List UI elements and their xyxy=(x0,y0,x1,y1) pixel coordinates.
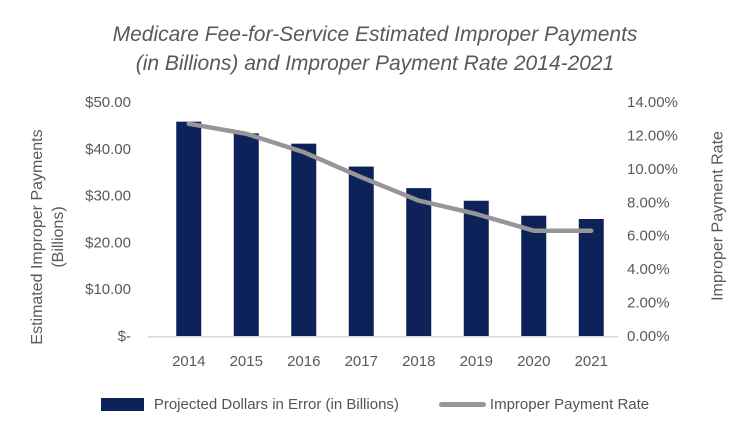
legend-item-rate: Improper Payment Rate xyxy=(438,395,650,413)
bar-2016 xyxy=(291,143,317,336)
left-axis-tick: $10.00 xyxy=(85,281,131,298)
legend-item-bars: Projected Dollars in Error (in Billions) xyxy=(100,395,439,413)
bar-2017 xyxy=(348,166,374,336)
x-axis-label: 2019 xyxy=(460,353,493,370)
x-axis-label: 2015 xyxy=(230,353,263,370)
left-axis-tick: $40.00 xyxy=(85,141,131,158)
left-axis-tick: $50.00 xyxy=(85,94,131,111)
right-axis-tick: 14.00% xyxy=(627,94,678,111)
right-axis-tick: 6.00% xyxy=(627,228,670,245)
x-axis-label: 2020 xyxy=(517,353,550,370)
bar-2015 xyxy=(233,133,259,336)
bar-2014 xyxy=(176,121,202,336)
left-axis-tick: $20.00 xyxy=(85,234,131,251)
x-axis-label: 2017 xyxy=(345,353,378,370)
x-axis-label: 2016 xyxy=(287,353,320,370)
chart-title-line2: (in Billions) and Improper Payment Rate … xyxy=(135,52,615,75)
left-axis-tick: $30.00 xyxy=(85,188,131,205)
x-axis-label: 2014 xyxy=(172,353,205,370)
right-axis-tick: 10.00% xyxy=(627,161,678,178)
right-axis-tick: 4.00% xyxy=(627,261,670,278)
rate-line xyxy=(186,121,594,233)
right-axis-tick: 0.00% xyxy=(627,328,670,345)
x-axis-label: 2021 xyxy=(575,353,608,370)
bar-2019 xyxy=(463,200,489,336)
legend: Projected Dollars in Error (in Billions)… xyxy=(0,391,750,417)
chart-title-line1: Medicare Fee-for-Service Estimated Impro… xyxy=(112,23,638,46)
legend-bar-swatch-icon xyxy=(100,397,144,411)
legend-bar-label: Projected Dollars in Error (in Billions) xyxy=(153,395,399,413)
bar-2018 xyxy=(406,188,432,336)
legend-line-label: Improper Payment Rate xyxy=(489,395,650,413)
right-axis-tick: 12.00% xyxy=(627,127,678,144)
bar-2020 xyxy=(521,215,547,336)
chart-title: Medicare Fee-for-Service Estimated Impro… xyxy=(0,20,750,78)
legend-line-swatch-icon xyxy=(438,401,486,407)
right-axis-tick: 8.00% xyxy=(627,194,670,211)
left-axis-tick: $- xyxy=(118,328,131,345)
bar-2021 xyxy=(578,219,604,336)
right-axis-tick: 2.00% xyxy=(627,295,670,312)
x-axis-label: 2018 xyxy=(402,353,435,370)
